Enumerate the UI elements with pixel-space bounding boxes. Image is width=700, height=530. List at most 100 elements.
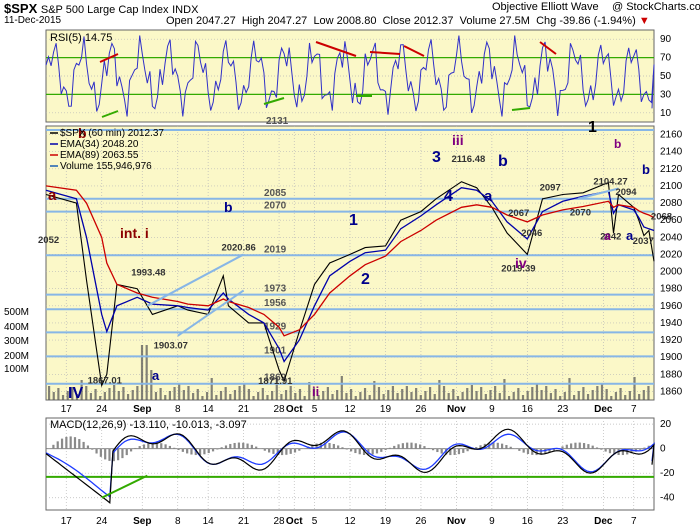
x-tick-label: 21 (238, 404, 250, 415)
volume-bar (164, 395, 167, 400)
price-tick-label: 2000 (660, 267, 683, 278)
macd-histogram-bar (121, 448, 124, 459)
price-tick-label: 2160 (660, 130, 683, 141)
volume-bar (201, 396, 204, 400)
macd-histogram-bar (142, 444, 146, 449)
wave-label: 1 (349, 212, 358, 229)
chart-date: 11-Dec-2015 (4, 15, 62, 26)
volume-bar (317, 395, 320, 400)
macd-histogram-bar (52, 444, 55, 449)
macd-histogram-bar (362, 448, 366, 455)
macd-x-tick-label: 14 (203, 516, 215, 527)
macd-histogram-bar (298, 448, 301, 451)
volume-bar (103, 392, 106, 400)
volume-bar (345, 393, 348, 400)
volume-bar (554, 389, 557, 400)
volume-bar (600, 383, 604, 400)
fib-label: 1901 (264, 345, 287, 356)
volume-bar (517, 388, 520, 400)
rsi-divergence-line (99, 53, 119, 63)
series-line-1 (45, 187, 655, 363)
macd-x-tick-label: Dec (594, 516, 613, 527)
macd-histogram-bar (479, 445, 482, 449)
volume-bar (624, 395, 627, 400)
volume-bar (224, 387, 227, 400)
wave-label: a (626, 228, 634, 243)
volume-bar (196, 389, 199, 400)
macd-histogram-bar (211, 448, 215, 452)
wave-label: a (48, 187, 57, 204)
macd-histogram-bar (311, 444, 314, 449)
macd-tick-label: 20 (660, 419, 672, 430)
macd-histogram-bar (358, 448, 361, 455)
macd-histogram-bar (531, 448, 534, 455)
volume-bar (401, 389, 404, 400)
macd-histogram-bar (587, 444, 590, 449)
wave-label: iii (452, 132, 464, 148)
volume-bar (229, 394, 232, 400)
macd-histogram-bar (492, 442, 495, 449)
x-tick-label: Sep (133, 404, 151, 415)
x-tick-label: 24 (96, 404, 108, 415)
volume-bar (150, 370, 153, 400)
macd-histogram-bar (147, 443, 150, 449)
macd-histogram-bar (56, 441, 59, 449)
macd-histogram-bar (604, 448, 607, 452)
volume-tick-label: 200M (4, 351, 29, 362)
volume-bar (80, 380, 83, 400)
macd-histogram-bar (453, 448, 456, 455)
symbol-title: $SPX S&P 500 Large Cap Index INDX (4, 1, 198, 16)
volume-bar (159, 388, 162, 400)
x-tick-label: 8 (175, 404, 181, 415)
macd-histogram-bar (341, 447, 344, 449)
wave-label: 2 (361, 271, 370, 288)
volume-bar (205, 392, 209, 400)
volume-bar (71, 387, 74, 400)
macd-histogram-bar (289, 448, 292, 454)
macd-x-tick-label: 28 (274, 516, 286, 527)
volume-bar (303, 396, 306, 400)
macd-x-tick-label: 5 (312, 516, 318, 527)
volume-bar (168, 391, 171, 400)
volume-bar (178, 384, 181, 400)
volume-bar (559, 396, 562, 400)
macd-histogram-bar (591, 445, 594, 449)
macd-histogram-bar (86, 445, 90, 449)
macd-histogram-bar (397, 444, 400, 449)
price-annotation: 2019.39 (501, 263, 535, 274)
macd-histogram-bar (332, 443, 335, 449)
macd-histogram-bar (207, 448, 210, 454)
wave-label: a (604, 229, 611, 243)
volume-bar (466, 388, 469, 400)
wave-label: b (224, 199, 233, 215)
macd-histogram-bar (582, 443, 586, 449)
legend-entry: EMA(89) 2063.55 (60, 150, 139, 161)
price-annotation: 2068 (651, 211, 672, 222)
volume-bar (308, 382, 311, 400)
macd-histogram-bar (505, 445, 508, 449)
macd-x-tick-label: Sep (133, 516, 151, 527)
macd-histogram-bar (95, 448, 98, 454)
price-tick-label: 2040 (660, 232, 683, 243)
wave-channel-line (577, 187, 619, 200)
volume-bar (266, 395, 269, 400)
price-tick-label: 1940 (660, 318, 683, 329)
price-tick-label: 1880 (660, 369, 683, 380)
volume-bar (563, 392, 566, 400)
price-annotation: 2042 (600, 232, 621, 243)
volume-bar (447, 393, 450, 400)
wave-label: 4 (444, 188, 453, 205)
rsi-divergence-line (403, 45, 425, 57)
macd-histogram-bar (475, 447, 478, 449)
macd-histogram-bar (224, 445, 228, 449)
macd-histogram-bar (380, 448, 383, 452)
volume-bar (350, 389, 353, 400)
macd-histogram-bar (462, 448, 465, 453)
volume-bar (275, 377, 278, 400)
volume-bar (252, 396, 255, 400)
volume-bar (243, 383, 246, 400)
change-value: Chg -39.86 (-1.94%) (536, 15, 636, 27)
volume-bar (187, 386, 190, 400)
volume-bar (215, 395, 218, 400)
